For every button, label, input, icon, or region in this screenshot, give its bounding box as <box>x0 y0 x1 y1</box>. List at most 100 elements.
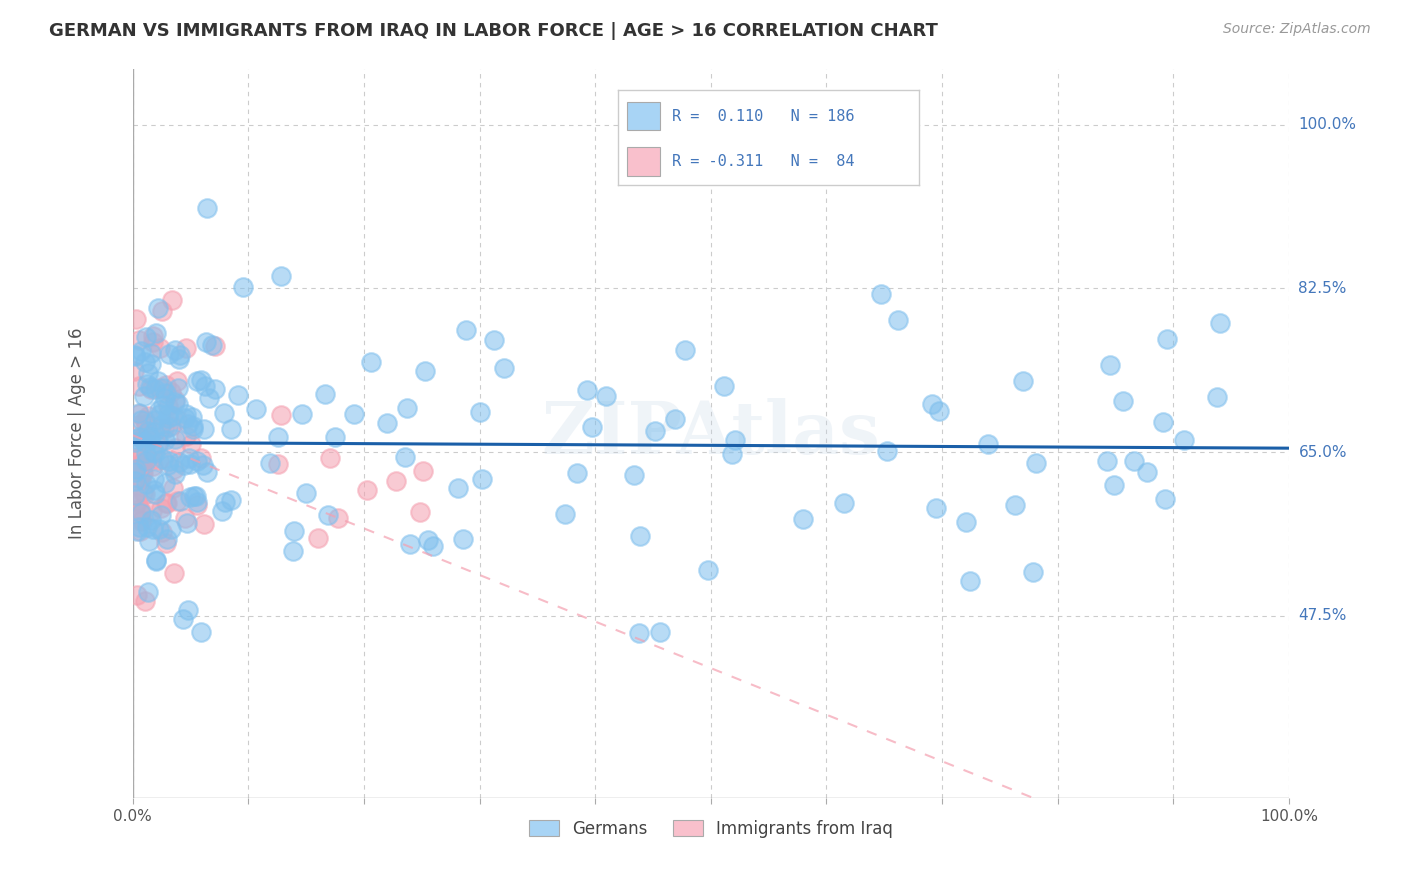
Point <box>644 424 666 438</box>
Point <box>447 482 470 496</box>
Point <box>221 422 243 436</box>
Point <box>1099 358 1122 372</box>
Point <box>628 529 651 543</box>
Point <box>153 433 176 447</box>
Point <box>259 456 281 470</box>
Point <box>125 496 148 510</box>
Point <box>152 422 174 436</box>
Point <box>152 381 174 395</box>
Point <box>375 416 398 430</box>
Point <box>179 450 201 465</box>
Point <box>183 419 205 434</box>
Point <box>1205 391 1227 405</box>
Point <box>145 326 167 340</box>
Point <box>193 517 215 532</box>
Point <box>628 626 651 640</box>
Point <box>167 382 190 396</box>
Point <box>1021 565 1043 579</box>
Point <box>1025 456 1047 470</box>
Point <box>1123 454 1146 468</box>
Point <box>179 458 201 472</box>
Point <box>128 524 150 539</box>
Point <box>135 428 157 442</box>
Point <box>198 391 221 405</box>
Point <box>143 486 166 500</box>
Point <box>150 525 173 540</box>
Point <box>148 436 170 450</box>
Point <box>314 387 336 401</box>
Point <box>148 381 170 395</box>
Point <box>124 474 146 488</box>
Point <box>134 428 156 442</box>
Point <box>291 407 314 421</box>
Point <box>128 457 150 471</box>
Point <box>283 543 305 558</box>
Point <box>167 396 190 410</box>
Point <box>959 574 981 588</box>
Point <box>176 341 198 355</box>
Point <box>1173 433 1195 447</box>
Point <box>135 446 157 460</box>
Point <box>156 420 179 434</box>
Point <box>173 511 195 525</box>
Text: Source: ZipAtlas.com: Source: ZipAtlas.com <box>1223 22 1371 37</box>
Point <box>186 498 208 512</box>
Point <box>134 487 156 501</box>
Point <box>129 504 152 518</box>
Point <box>146 301 169 316</box>
Point <box>724 433 747 447</box>
Point <box>136 424 159 438</box>
Point <box>494 361 516 376</box>
Point <box>129 431 152 445</box>
Point <box>132 466 155 480</box>
Point <box>134 355 156 369</box>
Point <box>595 389 617 403</box>
Point <box>155 378 177 392</box>
Point <box>1154 491 1177 506</box>
Point <box>1136 465 1159 479</box>
Point <box>135 454 157 468</box>
Point <box>177 417 200 431</box>
Point <box>166 412 188 426</box>
Point <box>136 409 159 424</box>
Point <box>179 490 201 504</box>
Point <box>226 388 249 402</box>
Point <box>307 531 329 545</box>
Point <box>697 563 720 577</box>
Point <box>134 434 156 449</box>
Point <box>792 512 814 526</box>
Point <box>163 467 186 481</box>
Point <box>135 477 157 491</box>
Point <box>1004 498 1026 512</box>
Text: ZIPAtlas: ZIPAtlas <box>541 398 880 469</box>
Point <box>1112 393 1135 408</box>
Point <box>169 348 191 362</box>
Point <box>169 494 191 508</box>
Point <box>245 402 267 417</box>
Point <box>128 502 150 516</box>
Text: 47.5%: 47.5% <box>1298 608 1347 624</box>
Point <box>270 408 292 422</box>
Point <box>128 449 150 463</box>
Point <box>162 481 184 495</box>
Point <box>356 483 378 498</box>
Point <box>142 458 165 473</box>
Point <box>125 588 148 602</box>
Point <box>131 513 153 527</box>
Point <box>214 495 236 509</box>
Point <box>180 437 202 451</box>
Point <box>675 343 697 358</box>
Point <box>155 386 177 401</box>
Point <box>482 333 505 347</box>
Point <box>146 375 169 389</box>
Point <box>554 507 576 521</box>
Point <box>124 349 146 363</box>
Point <box>190 450 212 465</box>
Point <box>142 522 165 536</box>
Point <box>145 554 167 568</box>
Point <box>183 489 205 503</box>
Point <box>157 454 180 468</box>
Point <box>453 533 475 547</box>
Point <box>129 344 152 359</box>
Point <box>125 493 148 508</box>
